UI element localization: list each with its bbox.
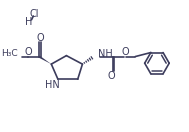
Text: O: O xyxy=(36,33,44,43)
Polygon shape xyxy=(39,56,51,64)
Text: Cl: Cl xyxy=(30,9,39,19)
Text: H₃C: H₃C xyxy=(1,49,17,58)
Text: HN: HN xyxy=(45,80,60,90)
Text: O: O xyxy=(108,71,115,81)
Text: O: O xyxy=(25,47,33,57)
Text: NH: NH xyxy=(98,49,113,59)
Text: O: O xyxy=(121,47,129,57)
Text: H: H xyxy=(25,17,32,27)
